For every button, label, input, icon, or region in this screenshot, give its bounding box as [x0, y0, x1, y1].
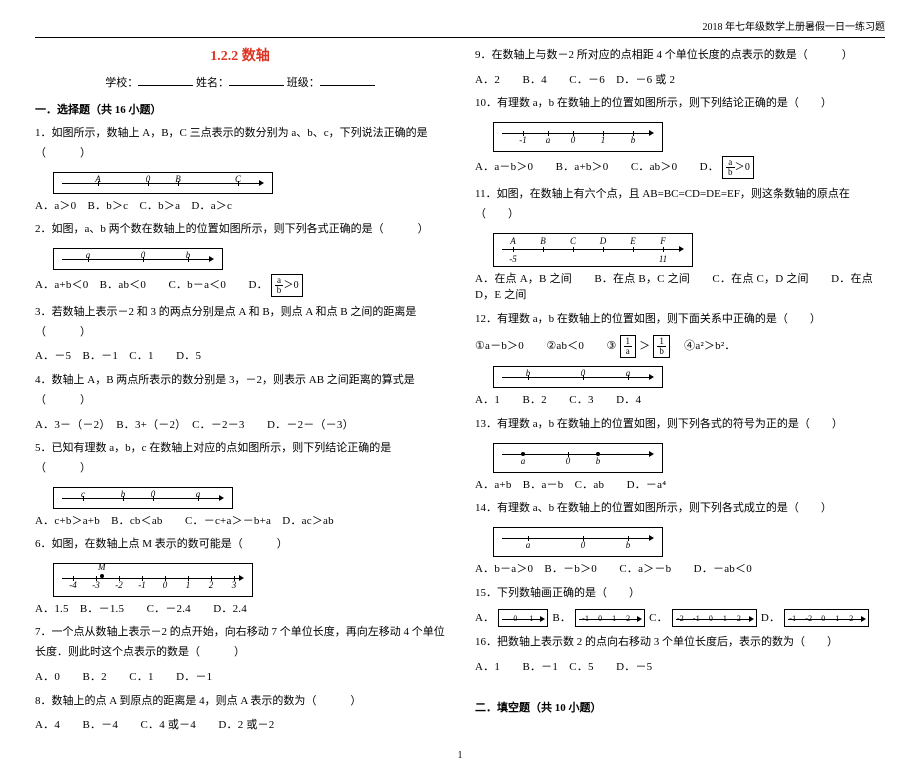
class-blank	[320, 75, 375, 86]
q14-diagram: a0b	[493, 527, 663, 557]
q12: 12．有理数 a，b 在数轴上的位置如图，则下面关系中正确的是（ ）	[475, 310, 885, 330]
q7-opts: A．0 B．2 C．1 D．－1	[35, 669, 445, 686]
document-title: 1.2.2 数轴	[35, 46, 445, 67]
q6-opts: A．1.5 B．－1.5 C．－2.4 D．2.4	[35, 601, 445, 618]
q13: 13．有理数 a，b 在数轴上的位置如图，则下列各式的符号为正的是（ ）	[475, 415, 885, 435]
q15-diag-a: 0 1	[498, 609, 548, 627]
form-line: 学校： 姓名： 班级：	[35, 75, 445, 92]
q5-opts: A．c+b＞a+b B．cb＜ab C．－c+a＞－b+a D．ac＞ab	[35, 513, 445, 530]
name-blank	[229, 75, 284, 86]
name-label: 姓名：	[196, 77, 229, 89]
q12-line: ①a－b＞0 ②ab＜0 ③ 1a ＞ 1b ④a²＞b²．	[475, 335, 885, 358]
q1: 1．如图所示，数轴上 A，B，C 三点表示的数分别为 a、b、c，下列说法正确的…	[35, 124, 445, 164]
q4-opts: A．3－（－2） B．3+（－2） C．－2－3 D．－2－（－3）	[35, 417, 445, 434]
left-column: 1.2.2 数轴 学校： 姓名： 班级： 一．选择题（共 16 小题） 1．如图…	[35, 46, 445, 740]
q4: 4．数轴上 A，B 两点所表示的数分别是 3，－2，则表示 AB 之间距离的算式…	[35, 371, 445, 411]
section-2-heading: 二．填空题（共 10 小题）	[475, 700, 885, 717]
q11: 11．如图，在数轴上有六个点，且 AB=BC=CD=DE=EF，则这条数轴的原点…	[475, 185, 885, 225]
q1-diagram: A 0 B C	[53, 172, 273, 194]
q15: 15．下列数轴画正确的是（ ）	[475, 584, 885, 604]
q10-diagram: -1 a 0 1 b	[493, 122, 663, 152]
q11-diagram: ABCDEF -5 11	[493, 233, 693, 267]
q14: 14．有理数 a、b 在数轴上的位置如图所示，则下列各式成立的是（ ）	[475, 499, 885, 519]
q16: 16．把数轴上表示数 2 的点向右移动 3 个单位长度后，表示的数为（ ）	[475, 633, 885, 653]
q3-opts: A．－5 B．－1 C．1 D．5	[35, 348, 445, 365]
q12-diagram: b0a	[493, 366, 663, 388]
q7: 7．一个点从数轴上表示－2 的点开始，向右移动 7 个单位长度，再向左移动 4 …	[35, 623, 445, 663]
q5-diagram: c b 0 a	[53, 487, 233, 509]
q8: 8．数轴上的点 A 到原点的距离是 4，则点 A 表示的数为（ ）	[35, 692, 445, 712]
q10: 10．有理数 a，b 在数轴上的位置如图所示，则下列结论正确的是（ ）	[475, 94, 885, 114]
q12-opts: A．1 B．2 C．3 D．4	[475, 392, 885, 409]
q6: 6．如图，在数轴上点 M 表示的数可能是（ ）	[35, 535, 445, 555]
q2-diagram: a 0 b	[53, 248, 223, 270]
q15-diag-c: -2 -1 0 1 2	[672, 609, 757, 627]
q8-opts: A．4 B．－4 C．4 或－4 D．2 或－2	[35, 717, 445, 734]
school-label: 学校：	[105, 77, 138, 89]
q15-opts: A． 0 1 B． -1 0 1 2 C． -2 -1 0 1 2	[475, 609, 885, 627]
q6-diagram: M -4-3-2-10123	[53, 563, 253, 597]
q9-opts: A．2 B．4 C．－6 D．－6 或 2	[475, 72, 885, 89]
q10-opts: A．a－b＞0 B．a+b＞0 C．ab＞0 D． ab＞0	[475, 156, 885, 179]
q16-opts: A．1 B．－1 C．5 D．－5	[475, 659, 885, 676]
q2-opts: A．a+b＜0 B．ab＜0 C．b－a＜0 D． ab＞0	[35, 274, 445, 297]
q2: 2．如图，a、b 两个数在数轴上的位置如图所示，则下列各式正确的是（ ）	[35, 220, 445, 240]
q5: 5．已知有理数 a，b，c 在数轴上对应的点如图所示，则下列结论正确的是（ ）	[35, 439, 445, 479]
q1-opts: A．a＞0 B．b＞c C．b＞a D．a＞c	[35, 198, 445, 215]
q13-diagram: a0b	[493, 443, 663, 473]
page-header: 2018 年七年级数学上册暑假一日一练习题	[35, 20, 885, 38]
q3: 3．若数轴上表示－2 和 3 的两点分别是点 A 和 B，则点 A 和点 B 之…	[35, 303, 445, 343]
q13-opts: A．a+b B．a－b C．ab D．－a⁴	[475, 477, 885, 494]
class-label: 班级：	[287, 77, 320, 89]
content-columns: 1.2.2 数轴 学校： 姓名： 班级： 一．选择题（共 16 小题） 1．如图…	[35, 46, 885, 740]
q9: 9．在数轴上与数－2 所对应的点相距 4 个单位长度的点表示的数是（ ）	[475, 46, 885, 66]
q14-opts: A．b－a＞0 B．－b＞0 C．a＞－b D．－ab＜0	[475, 561, 885, 578]
page-number: 1	[35, 748, 885, 763]
school-blank	[138, 75, 193, 86]
right-column: 9．在数轴上与数－2 所对应的点相距 4 个单位长度的点表示的数是（ ） A．2…	[475, 46, 885, 740]
q15-diag-d: -1 -2 0 1 2	[784, 609, 869, 627]
q15-diag-b: -1 0 1 2	[575, 609, 645, 627]
q11-opts: A．在点 A，B 之间 B．在点 B，C 之间 C．在点 C，D 之间 D．在点…	[475, 271, 885, 304]
section-1-heading: 一．选择题（共 16 小题）	[35, 102, 445, 119]
